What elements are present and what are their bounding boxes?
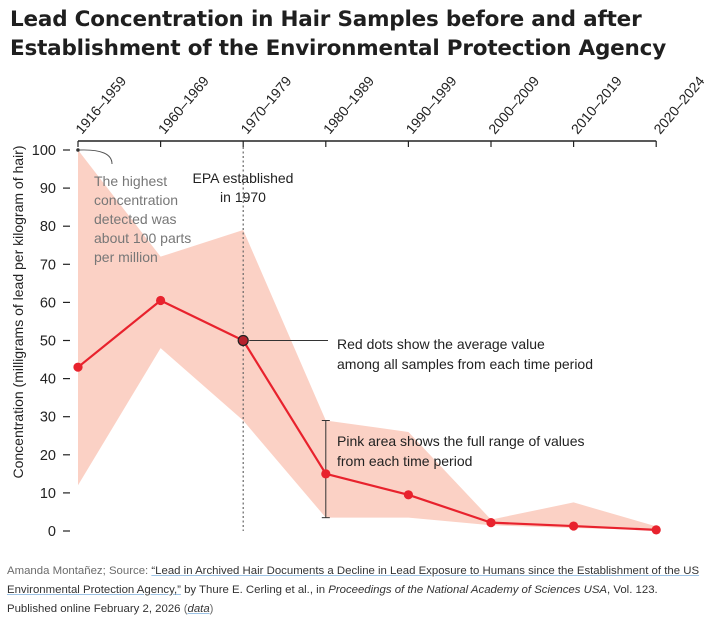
x-tick-label: 1916–1959 xyxy=(72,73,129,137)
y-tick-label: 30 xyxy=(40,410,56,426)
y-tick-label: 70 xyxy=(40,257,56,273)
y-tick-label: 20 xyxy=(40,448,56,464)
y-tick-label: 90 xyxy=(40,181,56,197)
highest-annotation-line: detected was xyxy=(94,211,177,227)
highest-leader-line xyxy=(79,149,113,165)
y-tick-label: 100 xyxy=(32,143,56,159)
average-point xyxy=(73,362,83,372)
y-tick-label: 10 xyxy=(40,486,56,502)
y-tick-label: 50 xyxy=(40,334,56,350)
x-tick-label: 1970–1979 xyxy=(237,73,294,137)
average-point xyxy=(651,525,661,535)
y-tick-label: 60 xyxy=(40,295,56,311)
source-journal: Proceedings of the National Academy of S… xyxy=(328,584,608,596)
pink-area-annotation-line: from each time period xyxy=(337,453,472,469)
x-tick-label: 1990–1999 xyxy=(402,73,459,137)
red-dots-annotation-line: Red dots show the average value xyxy=(337,336,545,352)
average-point xyxy=(569,521,579,531)
y-tick-label: 80 xyxy=(40,219,56,235)
source-credit: Amanda Montañez; Source: “Lead in Archiv… xyxy=(7,565,700,615)
average-point xyxy=(486,518,496,528)
source-author: Amanda Montañez; Source: xyxy=(7,565,152,577)
highest-annotation-line: concentration xyxy=(94,192,178,208)
epa-annotation-line: EPA established xyxy=(193,170,294,186)
average-point xyxy=(237,334,249,347)
range-area-layer xyxy=(78,150,657,531)
source-data-link[interactable]: data xyxy=(187,603,210,615)
highest-annotation-line: per million xyxy=(94,249,158,265)
average-point xyxy=(321,469,331,479)
average-line-layer xyxy=(73,295,661,535)
highest-annotation-line: about 100 parts xyxy=(94,230,191,246)
average-point xyxy=(403,490,413,500)
y-axis-label-group: Concentration (milligrams of lead per ki… xyxy=(10,145,26,478)
epa-annotation-line: in 1970 xyxy=(220,189,266,205)
red-dots-annotation-line: among all samples from each time period xyxy=(337,356,593,372)
chart-title-line-1: Lead Concentration in Hair Samples befor… xyxy=(10,7,642,32)
range-area xyxy=(78,150,657,531)
source-volume: , Vol. 123. Published online February 2,… xyxy=(7,584,658,615)
highest-point-marker xyxy=(76,148,80,152)
x-tick-label: 2020–2024 xyxy=(650,73,707,137)
x-tick-label: 2010–2019 xyxy=(568,73,625,137)
x-tick-label: 1980–1989 xyxy=(320,73,377,137)
source-article-link[interactable]: “Lead in Archived Hair Documents a Decli… xyxy=(7,565,700,596)
average-point xyxy=(156,295,166,306)
pink-area-annotation-line: Pink area shows the full range of values xyxy=(337,433,584,449)
average-line xyxy=(77,299,657,531)
highest-annotation-line: The highest xyxy=(94,173,167,189)
x-tick-label: 1960–1969 xyxy=(155,73,212,137)
y-axis-label: Concentration (milligrams of lead per ki… xyxy=(10,145,26,478)
chart-title: Lead Concentration in Hair Samples befor… xyxy=(10,5,700,63)
y-tick-label: 40 xyxy=(40,372,56,388)
source-authors: by Thure E. Cerling et al., in xyxy=(180,584,329,596)
annotation-layer: The highest concentration detected was abou… xyxy=(76,147,593,531)
x-tick-label: 2000–2009 xyxy=(485,73,542,137)
y-tick-label: 0 xyxy=(48,524,56,540)
chart-title-line-2: Establishment of the Environmental Prote… xyxy=(10,36,667,61)
